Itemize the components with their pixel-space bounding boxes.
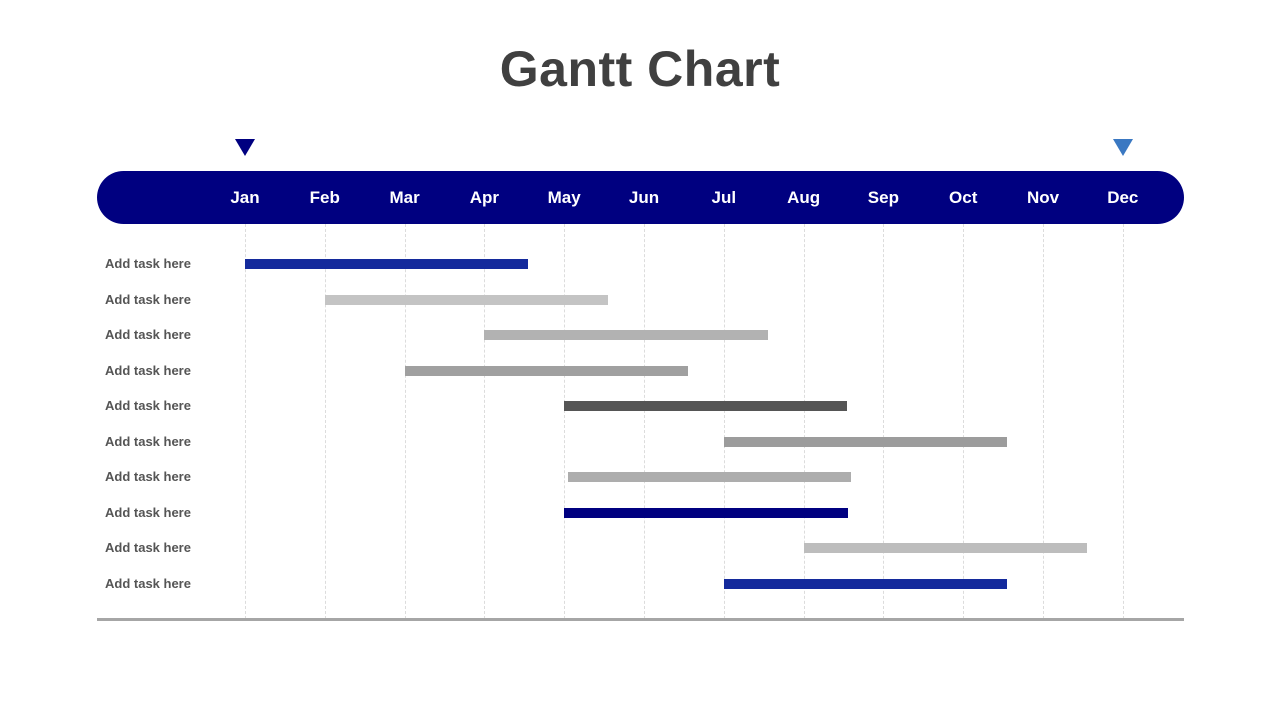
gridline-apr <box>484 224 485 619</box>
gridline-nov <box>1043 224 1044 619</box>
task-label: Add task here <box>105 362 191 378</box>
month-label-feb: Feb <box>309 188 340 207</box>
task-label: Add task here <box>105 504 191 520</box>
task-label: Add task here <box>105 398 191 413</box>
task-label: Add task here <box>105 256 191 271</box>
task-bar <box>564 401 848 411</box>
task-bar <box>484 330 768 340</box>
task-bar <box>568 472 852 482</box>
task-bar <box>723 436 1008 447</box>
gridline-mar <box>405 224 406 619</box>
task-label: Add task here <box>105 291 191 307</box>
month-label-jul: Jul <box>711 188 737 207</box>
task-bar <box>324 294 609 305</box>
month-label-may: May <box>547 188 581 207</box>
month-label-oct: Oct <box>949 188 978 207</box>
month-label-aug: Aug <box>787 188 821 207</box>
task-bar <box>245 259 529 269</box>
milestone-marker-icon <box>1112 139 1133 156</box>
gridline-jan <box>245 224 246 619</box>
gridline-jul <box>724 224 725 619</box>
gridline-feb <box>325 224 326 619</box>
task-bar <box>723 578 1008 589</box>
month-label-sep: Sep <box>867 188 899 207</box>
task-label: Add task here <box>105 575 191 591</box>
gridline-aug <box>804 224 805 619</box>
chart-baseline <box>97 618 1184 621</box>
task-bar <box>404 365 688 376</box>
month-label-dec: Dec <box>1107 188 1139 207</box>
task-label: Add task here <box>105 469 191 484</box>
gridline-may <box>564 224 565 619</box>
month-label-apr: Apr <box>469 188 500 207</box>
month-label-jan: Jan <box>230 188 260 207</box>
task-label: Add task here <box>105 540 191 555</box>
gridline-oct <box>963 224 964 619</box>
month-label-nov: Nov <box>1026 188 1060 207</box>
task-label: Add task here <box>105 327 191 342</box>
month-label-jun: Jun <box>628 188 660 207</box>
month-label-mar: Mar <box>389 188 420 207</box>
gridline-sep <box>883 224 884 619</box>
milestone-marker-icon <box>235 139 255 156</box>
gridline-dec <box>1123 224 1124 619</box>
task-label: Add task here <box>105 433 191 449</box>
task-bar <box>803 543 1087 553</box>
month-header-band <box>97 171 1184 224</box>
chart-title: Gantt Chart <box>499 41 781 97</box>
task-bar <box>564 507 849 518</box>
gridline-jun <box>644 224 645 619</box>
